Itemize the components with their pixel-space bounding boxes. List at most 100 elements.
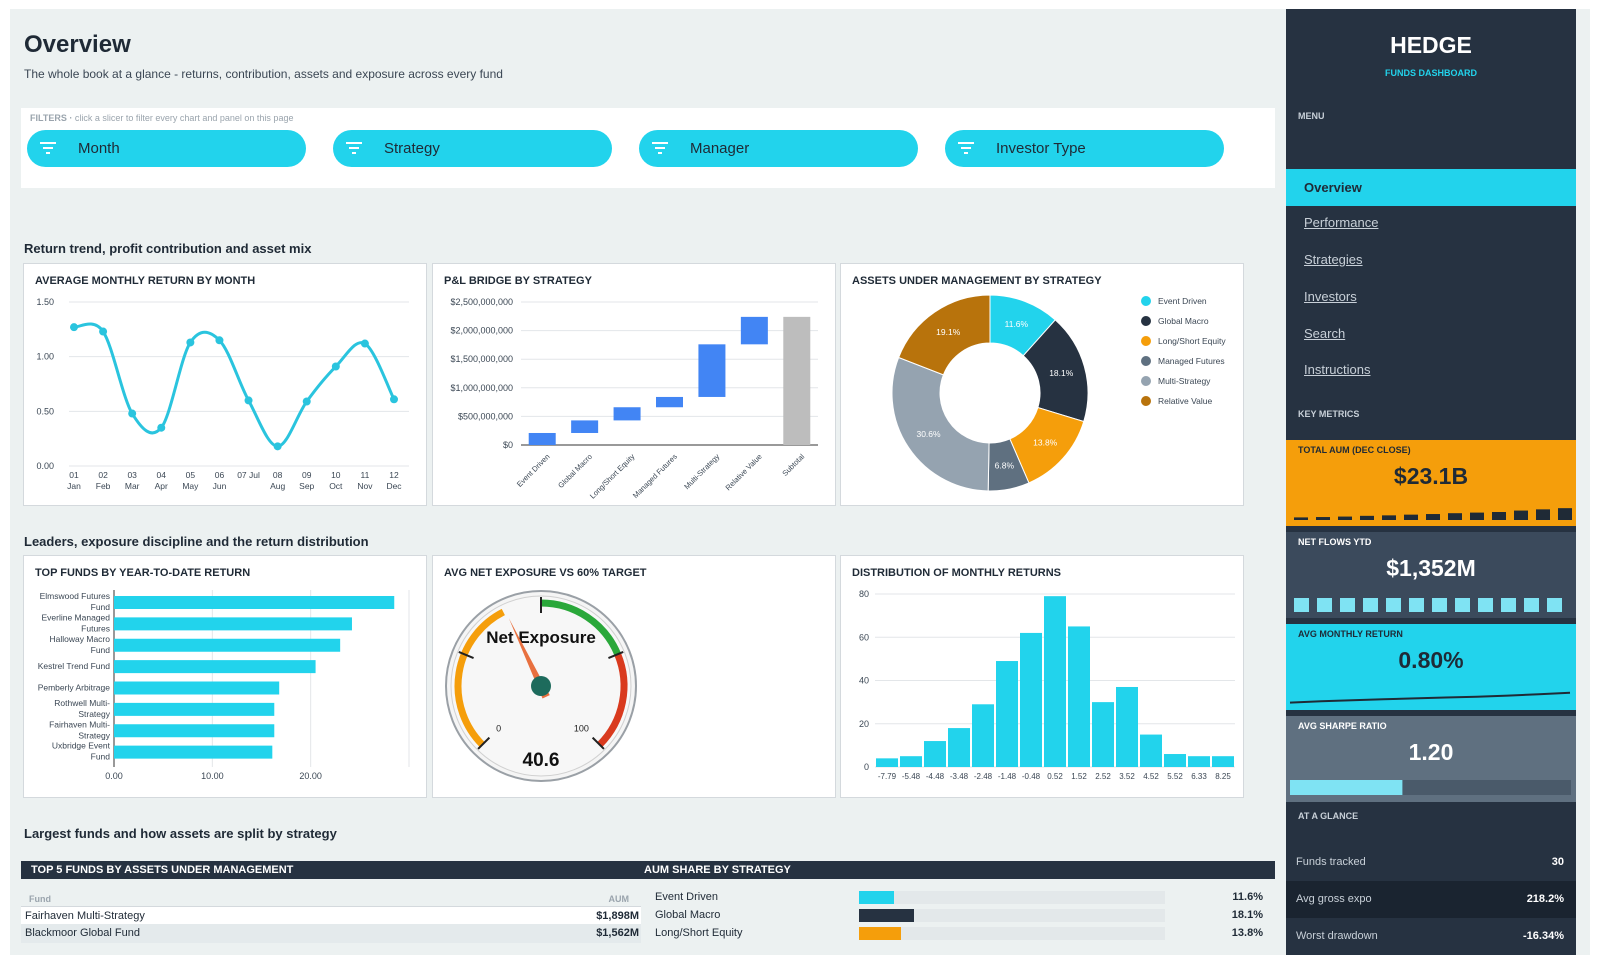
data-point — [128, 409, 137, 418]
slice-label: 11.6% — [1005, 319, 1029, 329]
nav-item-search[interactable]: Search — [1304, 326, 1346, 341]
nav-item-overview[interactable]: Overview — [1286, 169, 1576, 206]
histogram-bar — [900, 756, 922, 767]
logo-subtitle: FUNDS DASHBOARD — [1385, 68, 1477, 78]
data-point — [157, 423, 166, 432]
sidebar: HEDGE FUNDS DASHBOARD MENU Overview Perf… — [1286, 9, 1576, 955]
share-bar — [859, 891, 1165, 904]
sparkline — [1289, 691, 1571, 704]
chart-card-return-distribution: 0 20 40 60 80 -7.79 -5.48 -4.48 -3.48 -2.48 -1.48-… — [840, 555, 1244, 798]
kpi-value: 0.80% — [1398, 647, 1464, 673]
x-tick-label: 10 — [331, 470, 341, 480]
y-tick-label: Futures — [81, 623, 110, 633]
fund-name: Fairhaven Multi-Strategy — [25, 910, 145, 922]
y-tick-label: Rothwell Multi- — [54, 698, 110, 708]
y-tick-label: Elmswood Futures — [40, 591, 110, 601]
share-value: 18.1% — [1231, 909, 1263, 921]
kpi-title: AVG SHARPE RATIO — [1298, 721, 1387, 731]
x-tick-label: 2.52 — [1095, 772, 1111, 781]
legend-label: Multi-Strategy — [1158, 376, 1211, 386]
spark-bar — [1340, 598, 1355, 612]
top-funds-table-title: TOP 5 FUNDS BY ASSETS UNDER MANAGEMENT — [31, 864, 294, 876]
nav-item-performance[interactable]: Performance — [1304, 215, 1379, 230]
spark-bar — [1536, 509, 1550, 520]
legend-swatch — [1141, 336, 1151, 346]
table-row[interactable]: Blackmoor Global Fund $1,562M — [21, 924, 641, 943]
spark-bar — [1360, 515, 1374, 520]
data-point — [331, 362, 340, 371]
column-header-aum: AUM — [608, 894, 630, 904]
y-tick-label: Pemberly Arbitrage — [38, 683, 111, 693]
spark-bar — [1294, 598, 1309, 612]
data-point — [390, 395, 398, 404]
y-tick-label: Halloway Macro — [50, 634, 111, 644]
gauge-tick — [608, 651, 624, 659]
nav-item-investors[interactable]: Investors — [1304, 289, 1357, 304]
x-tick-label: Feb — [96, 481, 111, 491]
x-tick-label: Event Driven — [515, 452, 552, 489]
x-tick-label: 8.25 — [1215, 772, 1231, 781]
x-tick-label: 05 — [186, 470, 196, 480]
gauge-tick — [591, 736, 605, 750]
slicer-investor-type[interactable]: Investor Type — [945, 130, 1224, 167]
slicer-month[interactable]: Month — [27, 130, 306, 167]
nav-item-instructions[interactable]: Instructions — [1304, 362, 1371, 377]
histogram-bar — [948, 728, 970, 767]
slicer-label: Investor Type — [996, 140, 1086, 157]
x-tick-label: Jan — [67, 481, 81, 491]
gauge-band — [597, 652, 628, 748]
x-tick-label: 1.52 — [1071, 772, 1087, 781]
slicer-strategy[interactable]: Strategy — [333, 130, 612, 167]
chart-title: ASSETS UNDER MANAGEMENT BY STRATEGY — [852, 275, 1102, 287]
section-title-leaders: Leaders, exposure discipline and the ret… — [24, 534, 369, 549]
share-fill — [859, 891, 895, 904]
spark-bar — [1448, 513, 1462, 520]
sparkbar — [1294, 598, 1562, 612]
spark-bar — [1514, 510, 1528, 520]
kpi-value: 1.20 — [1408, 739, 1454, 765]
slicer-manager[interactable]: Manager — [639, 130, 918, 167]
x-tick-label: -3.48 — [950, 772, 969, 781]
x-tick-label: -5.48 — [902, 772, 921, 781]
waterfall-bar — [783, 316, 811, 445]
bottom-header-bar: TOP 5 FUNDS BY ASSETS UNDER MANAGEMENT A… — [21, 861, 1275, 879]
share-bar — [859, 909, 1165, 922]
histogram-bar — [1188, 756, 1210, 767]
spark-bar — [1317, 598, 1332, 612]
waterfall-chart: $0 $500,000,000 $1,000,000,000 $1,500,000,0… — [450, 297, 818, 501]
kpi-value: $1,352M — [1386, 555, 1476, 581]
spark-bar — [1524, 598, 1539, 612]
at-a-glance-caption: AT A GLANCE — [1298, 811, 1359, 821]
legend-label: Managed Futures — [1158, 356, 1225, 366]
series-line — [73, 322, 396, 448]
gauge-chart: 0 100 Net Exposure 40.6 — [445, 590, 637, 782]
nav-item-strategies[interactable]: Strategies — [1304, 252, 1363, 267]
data-point — [215, 336, 224, 345]
x-tick-label: 11 — [360, 470, 369, 480]
spark-bar — [1455, 598, 1470, 612]
data-point — [360, 339, 369, 348]
waterfall-bar — [571, 420, 599, 433]
table-row[interactable]: Fairhaven Multi-Strategy $1,898M — [21, 906, 641, 925]
gauge-band — [454, 608, 505, 748]
x-tick-label: 04 — [157, 470, 167, 480]
chart-title: AVG NET EXPOSURE VS 60% TARGET — [444, 567, 647, 579]
spark-bar — [1382, 515, 1396, 520]
gauge-band — [540, 599, 621, 656]
slice-label: 19.1% — [936, 327, 961, 337]
glance-row: Worst drawdown -16.34% — [1286, 918, 1576, 955]
legend-label: Event Driven — [1158, 296, 1207, 306]
x-tick-label: 12 — [389, 470, 399, 480]
x-tick-label: 09 — [302, 470, 312, 480]
spark-bar — [1470, 512, 1484, 520]
aum-share-title: AUM SHARE BY STRATEGY — [644, 864, 791, 876]
x-tick-label: Global Macro — [556, 452, 594, 490]
glance-value: 30 — [1551, 856, 1564, 868]
gauge-min-label: 0 — [496, 723, 501, 733]
x-tick-label: 3.52 — [1119, 772, 1135, 781]
x-tick-label: 07 Jul — [237, 470, 260, 480]
spark-bar — [1316, 517, 1330, 520]
glance-label: Avg gross expo — [1296, 893, 1372, 905]
y-tick-label: Fund — [91, 602, 111, 612]
bar — [114, 617, 352, 631]
